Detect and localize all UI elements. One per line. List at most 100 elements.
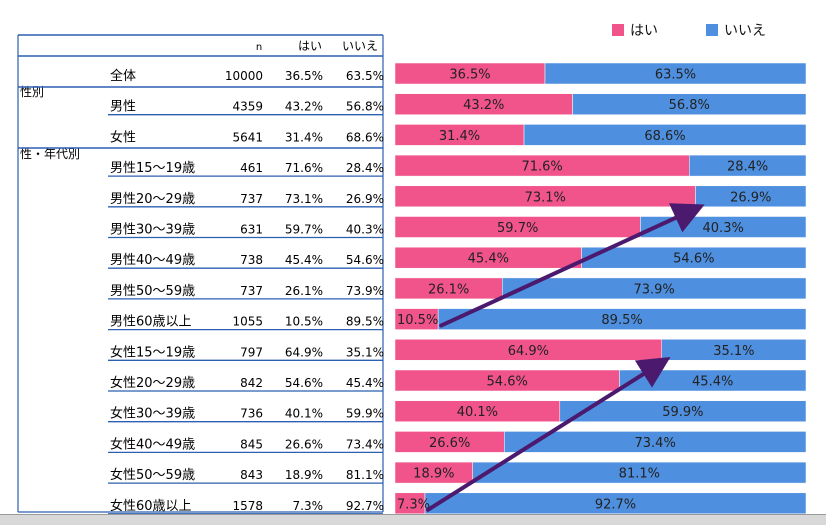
data-label-no: 89.5% [601, 313, 642, 328]
table-cell-yes: 40.1% [285, 407, 323, 421]
table-row-label: 男性15～19歳 [110, 161, 195, 176]
bar-no [544, 62, 807, 85]
header-yes: はい [298, 39, 322, 53]
data-label-no: 73.4% [635, 436, 676, 451]
data-label-yes: 64.9% [508, 344, 549, 359]
stacked-bars: 36.5% 63.5% 43.2% 56.8% 31.4% 68.6% 71.6% 28.4%… [394, 62, 807, 515]
table-row-label: 女性40～49歳 [110, 436, 195, 452]
legend-swatch-yes [612, 24, 624, 36]
table-cell-yes: 31.4% [285, 130, 323, 144]
legend-item-yes: はい [612, 20, 658, 40]
table-row-label: 男性20～29歳 [110, 192, 195, 207]
table-row-label: 女性15～19歳 [110, 344, 195, 360]
legend-swatch-no [706, 24, 718, 36]
table-cell-n: 4359 [232, 100, 263, 114]
table-cell-yes: 7.3% [293, 499, 324, 513]
table-row-label: 女性60歳以上 [110, 498, 192, 514]
data-label-yes: 54.6% [487, 375, 528, 390]
table-row-label: 男性50～59歳 [110, 284, 195, 299]
header-n: n [256, 42, 262, 53]
table-cell-no: 45.4% [346, 376, 384, 390]
group-label-gender: 性別 [20, 85, 44, 99]
table-cell-no: 63.5% [346, 69, 384, 83]
table-cell-no: 54.6% [346, 253, 384, 267]
table-cell-no: 59.9% [346, 407, 384, 421]
data-label-no: 35.1% [713, 344, 754, 359]
chart-legend: はい いいえ [612, 20, 806, 40]
table-cell-n: 1055 [232, 315, 263, 329]
table-cell-yes: 18.9% [285, 468, 323, 482]
data-label-yes: 71.6% [521, 160, 562, 175]
table-cell-n: 10000 [225, 69, 263, 83]
bar-no [437, 308, 807, 330]
table-row-label: 女性 [110, 129, 136, 145]
table-cell-n: 845 [240, 437, 263, 451]
table-cell-no: 73.9% [346, 284, 384, 298]
table-cell-n: 737 [240, 284, 263, 298]
table-cell-no: 56.8% [346, 100, 384, 114]
data-label-yes: 43.2% [463, 98, 504, 113]
data-label-no: 59.9% [662, 405, 703, 420]
data-label-yes: 31.4% [439, 129, 480, 144]
data-label-no: 26.9% [730, 190, 771, 205]
table-cell-n: 461 [240, 161, 263, 175]
table-cell-yes: 45.4% [285, 253, 323, 267]
table-cell-n: 842 [240, 376, 263, 390]
table-cell-yes: 36.5% [285, 69, 323, 83]
data-label-yes: 10.5% [397, 313, 438, 328]
table-cell-n: 737 [240, 192, 263, 206]
table-cell-yes: 64.9% [285, 345, 323, 359]
table-row-label: 男性40～49歳 [110, 253, 195, 268]
bar-no [424, 492, 807, 515]
data-label-yes: 7.3% [397, 497, 430, 512]
table-cell-yes: 73.1% [285, 192, 323, 206]
trend-arrows [426, 203, 705, 512]
bar-no [502, 277, 807, 300]
table-row-label: 女性50～59歳 [110, 467, 195, 483]
data-label-no: 63.5% [655, 68, 696, 83]
bar-no [661, 339, 807, 361]
table-cell-no: 92.7% [346, 499, 384, 513]
bar-no [504, 431, 807, 453]
trend-arrow [439, 203, 705, 328]
table-cell-yes: 26.1% [285, 284, 323, 298]
bottom-edge-bar [0, 514, 826, 525]
data-label-yes: 45.4% [468, 252, 509, 267]
data-label-yes: 40.1% [457, 405, 498, 420]
table-cell-yes: 54.6% [285, 376, 323, 390]
table-cell-no: 73.4% [346, 437, 384, 451]
table-row-label: 女性20～29歳 [110, 375, 195, 391]
trend-arrow [426, 357, 671, 512]
table-row-label: 女性30～39歳 [110, 406, 195, 422]
table-cell-no: 26.9% [346, 192, 384, 206]
legend-label-no: いいえ [724, 23, 766, 39]
table-cell-no: 35.1% [346, 345, 384, 359]
data-label-no: 28.4% [727, 160, 768, 175]
table-cell-n: 736 [240, 407, 263, 421]
data-label-no: 56.8% [669, 98, 710, 113]
data-label-no: 45.4% [692, 375, 733, 390]
legend-label-yes: はい [630, 23, 658, 39]
table-row-label: 全体 [110, 68, 136, 84]
data-label-no: 81.1% [619, 467, 660, 482]
data-label-yes: 73.1% [525, 190, 566, 205]
table-cell-yes: 59.7% [285, 223, 323, 237]
table-cell-yes: 10.5% [285, 315, 323, 329]
data-label-yes: 36.5% [449, 68, 490, 83]
table-cell-n: 5641 [232, 130, 263, 144]
table-cell-no: 68.6% [346, 130, 384, 144]
legend-item-no: いいえ [706, 20, 766, 40]
bar-no [695, 185, 807, 208]
data-label-no: 40.3% [703, 221, 744, 236]
table-cell-n: 797 [240, 345, 263, 359]
data-label-yes: 26.1% [428, 282, 469, 297]
header-no: いいえ [342, 39, 378, 53]
data-label-no: 68.6% [644, 129, 685, 144]
group-label-gender-age: 性・年代別 [20, 147, 80, 161]
table-cell-n: 843 [240, 468, 263, 482]
table-cell-n: 631 [240, 223, 263, 237]
table-cell-yes: 26.6% [285, 437, 323, 451]
bar-no [559, 400, 807, 422]
table-row-label: 男性 [110, 100, 136, 115]
